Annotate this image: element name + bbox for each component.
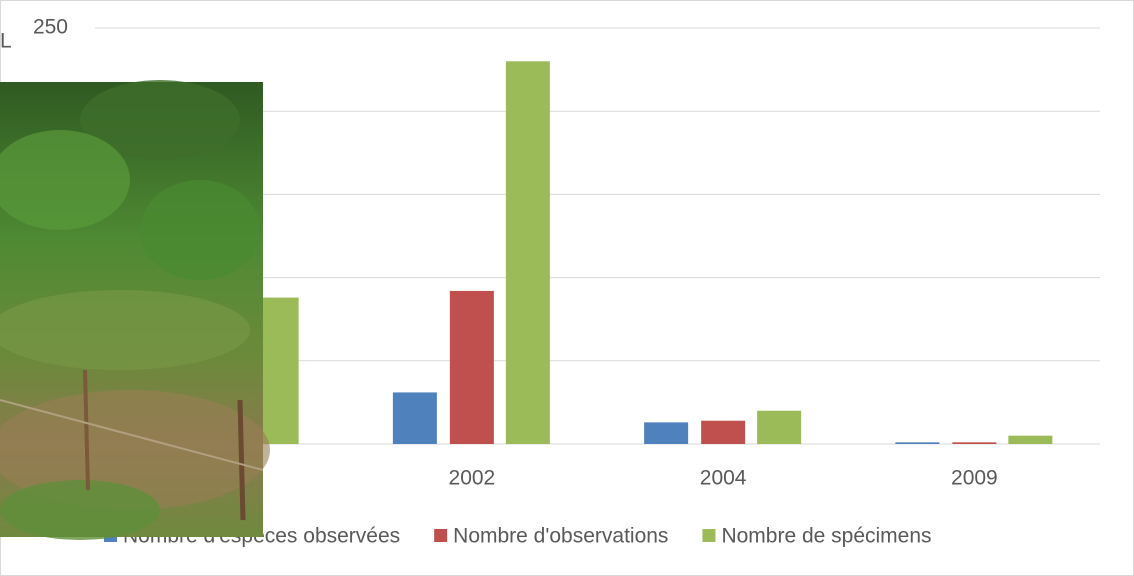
legend-label: Nombre d'observations — [453, 525, 668, 548]
chart-title: L — [0, 30, 12, 53]
bar — [757, 410, 802, 444]
bar — [895, 442, 940, 444]
legend-swatch — [702, 529, 716, 542]
bar — [1008, 435, 1053, 444]
bar — [644, 422, 689, 444]
x-tick-label: 2009 — [951, 467, 998, 490]
photo-overlay — [0, 80, 270, 540]
y-tick-label: 250 — [33, 16, 68, 39]
bar — [392, 392, 437, 444]
bar — [449, 290, 494, 444]
x-tick-label: 2002 — [449, 467, 496, 490]
legend-swatch — [434, 529, 448, 542]
legend-label: Nombre de spécimens — [721, 525, 931, 548]
bar — [952, 442, 997, 444]
x-tick-label: 2004 — [700, 467, 747, 490]
bar — [505, 61, 550, 444]
bar — [701, 420, 746, 444]
